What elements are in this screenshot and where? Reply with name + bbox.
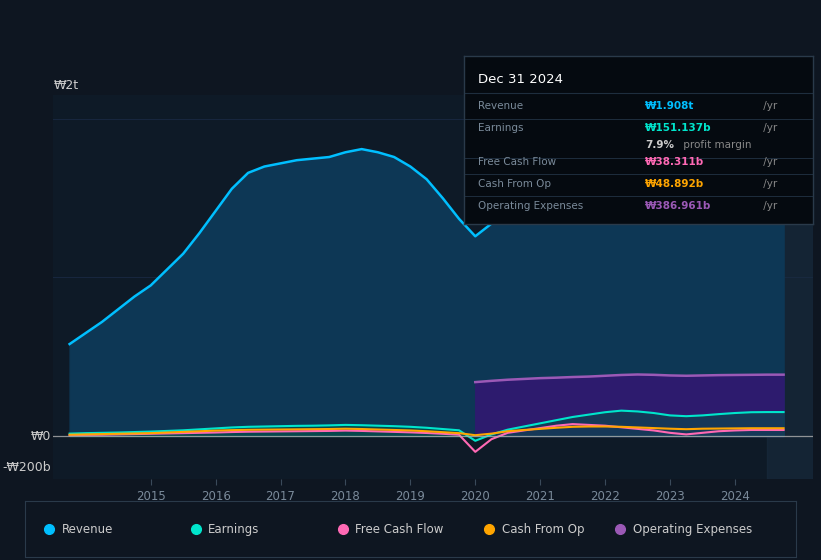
Text: ₩386.961b: ₩386.961b	[645, 200, 712, 211]
Text: ₩151.137b: ₩151.137b	[645, 123, 712, 133]
Text: 7.9%: 7.9%	[645, 140, 674, 150]
Bar	[768, 95, 813, 479]
Text: Dec 31 2024: Dec 31 2024	[478, 73, 563, 86]
Text: /yr: /yr	[760, 157, 777, 167]
Text: /yr: /yr	[760, 101, 777, 111]
Text: Operating Expenses: Operating Expenses	[478, 200, 583, 211]
Text: ₩0: ₩0	[30, 430, 51, 442]
Text: Revenue: Revenue	[62, 522, 113, 536]
Text: Operating Expenses: Operating Expenses	[633, 522, 752, 536]
Text: /yr: /yr	[760, 200, 777, 211]
Text: ₩38.311b: ₩38.311b	[645, 157, 704, 167]
Text: Earnings: Earnings	[209, 522, 259, 536]
Text: Cash From Op: Cash From Op	[478, 179, 551, 189]
Text: /yr: /yr	[760, 179, 777, 189]
Text: ₩1.908t: ₩1.908t	[645, 101, 695, 111]
Text: Earnings: Earnings	[478, 123, 523, 133]
Text: Revenue: Revenue	[478, 101, 523, 111]
Text: Free Cash Flow: Free Cash Flow	[355, 522, 443, 536]
Text: /yr: /yr	[760, 123, 777, 133]
Text: -₩200b: -₩200b	[2, 461, 51, 474]
Text: Cash From Op: Cash From Op	[502, 522, 584, 536]
Text: ₩2t: ₩2t	[53, 80, 79, 92]
Text: profit margin: profit margin	[680, 140, 752, 150]
Text: Free Cash Flow: Free Cash Flow	[478, 157, 556, 167]
Text: ₩48.892b: ₩48.892b	[645, 179, 704, 189]
